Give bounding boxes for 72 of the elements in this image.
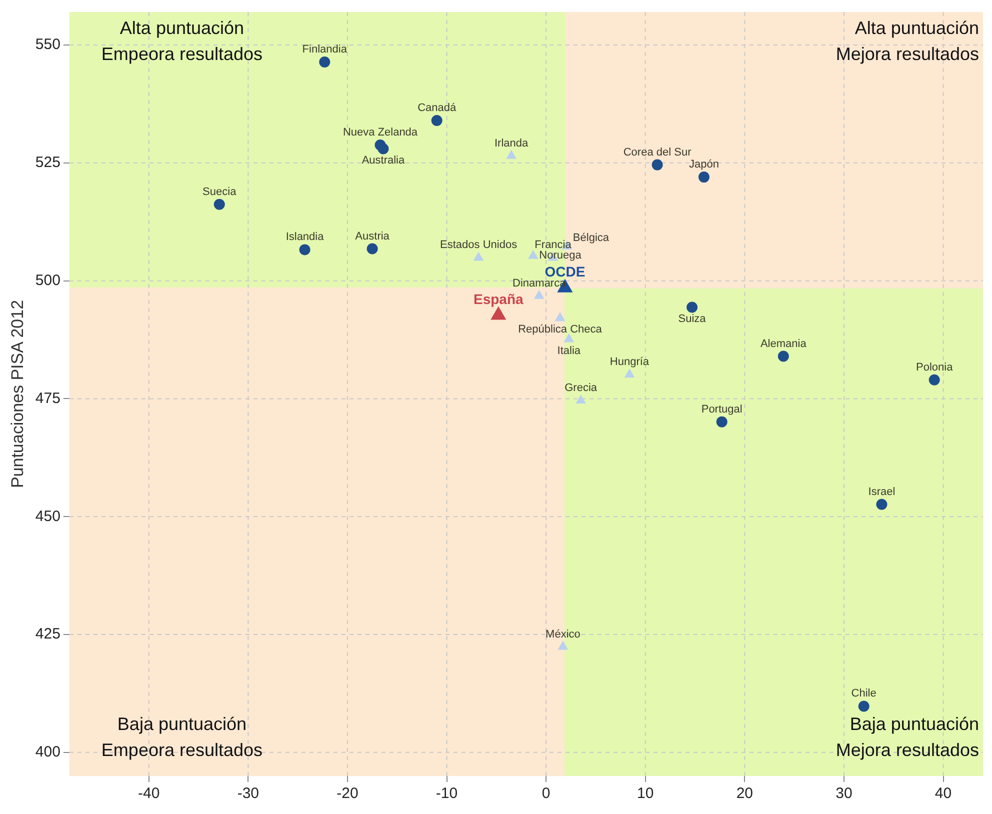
point [490, 306, 506, 320]
x-tick-label: -30 [237, 785, 260, 802]
point [876, 498, 888, 510]
x-tick-label: -20 [336, 785, 358, 802]
annotation: Noruega [539, 249, 582, 262]
annotation: Estados Unidos [440, 239, 518, 252]
annotation: Irlanda [494, 137, 530, 150]
point [778, 350, 789, 362]
point [558, 641, 568, 650]
x-tick-label: -10 [436, 785, 458, 802]
annotation: Finlandia [302, 44, 348, 56]
annotation: Grecia [564, 382, 598, 394]
annotation: México [546, 628, 580, 640]
point [652, 159, 663, 170]
annotation: Islandia [286, 231, 325, 244]
y-tick-label: 475 [35, 390, 60, 407]
y-tick-label: 425 [35, 626, 60, 643]
x-tick-label: 40 [934, 785, 952, 802]
annotation: Polonia [916, 361, 954, 374]
point [576, 395, 586, 404]
annotation: Australia [362, 154, 406, 166]
annotation: Francia [534, 239, 572, 252]
y-tick-label: 525 [35, 154, 60, 172]
point [928, 374, 940, 386]
point [528, 250, 538, 259]
y-tick-label: 400 [35, 744, 60, 761]
point [686, 302, 698, 313]
point [299, 244, 310, 256]
y-tick-label: 450 [35, 508, 60, 525]
x-tick-label: 20 [736, 785, 754, 802]
y-tick-label: 500 [35, 272, 60, 289]
point [698, 172, 710, 183]
x-tick-label: 30 [836, 785, 852, 802]
point [716, 416, 728, 428]
annotation: Alta puntuación Mejora resultados [836, 18, 979, 64]
annotation: Corea del Sur [623, 146, 692, 158]
x-tick-label: 0 [542, 785, 550, 802]
annotation: Suecia [202, 186, 238, 198]
point [214, 198, 225, 210]
annotation: Chile [851, 688, 876, 700]
annotation: Baja puntuación Mejora resultados [836, 714, 979, 760]
point [431, 114, 442, 126]
annotation: Hungría [610, 356, 650, 368]
point [506, 150, 516, 159]
y-axis-title: Puntuaciones PISA 2012 [8, 300, 27, 488]
annotation: Nueva Zelanda [342, 126, 418, 139]
annotation: Italia [557, 344, 582, 357]
point [378, 143, 389, 154]
point [474, 252, 484, 261]
series-label: España [474, 291, 524, 308]
x-tick-label: -40 [138, 785, 160, 802]
point [366, 243, 378, 254]
annotation: Austria [355, 230, 390, 242]
point [624, 369, 634, 378]
x-tick-label: 10 [637, 785, 654, 802]
series-label: OCDE [544, 264, 586, 280]
annotation: Israel [868, 486, 896, 498]
point [555, 312, 565, 322]
annotation: Alta puntuación Empeora resultados [101, 18, 263, 64]
annotation: Suiza [678, 312, 707, 325]
point [564, 334, 574, 342]
point [319, 56, 330, 68]
annotation: Japón [688, 158, 719, 171]
point [858, 700, 870, 712]
annotation: Alemania [760, 338, 808, 350]
annotation: Bélgica [572, 232, 610, 244]
annotation: Canadá [418, 102, 457, 114]
point [534, 290, 544, 299]
y-tick-label: 550 [35, 36, 60, 54]
annotation: Baja puntuación Empeora resultados [101, 714, 263, 760]
annotation: Portugal [701, 403, 742, 416]
annotation: República Checa [518, 324, 603, 336]
